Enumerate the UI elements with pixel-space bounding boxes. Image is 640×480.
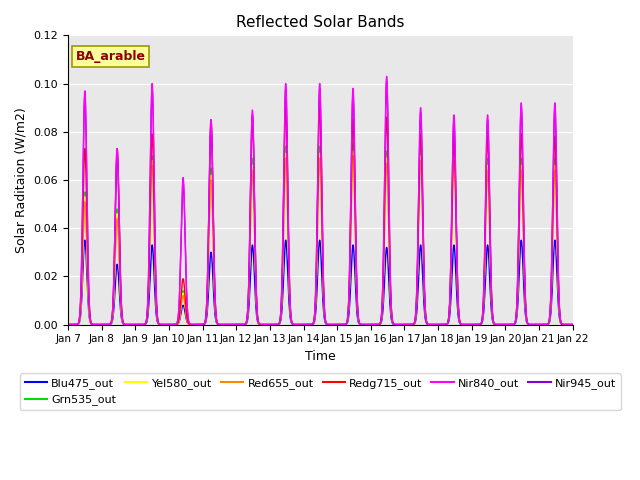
Red655_out	[349, 153, 357, 159]
Nir840_out	[542, 322, 550, 327]
Line: Nir945_out: Nir945_out	[68, 81, 573, 324]
Nir945_out	[67, 322, 74, 327]
Red655_out	[64, 322, 72, 327]
Blu475_out	[569, 322, 577, 327]
Blu475_out	[67, 322, 74, 327]
Blu475_out	[163, 322, 171, 327]
Redg715_out	[163, 322, 171, 327]
Nir945_out	[311, 309, 319, 315]
Redg715_out	[67, 322, 74, 327]
Yel580_out	[569, 322, 577, 327]
Yel580_out	[311, 313, 319, 319]
Redg715_out	[282, 105, 289, 110]
Red655_out	[163, 322, 171, 327]
Nir840_out	[163, 322, 171, 327]
Grn535_out	[85, 304, 93, 310]
Redg715_out	[569, 322, 577, 327]
Grn535_out	[163, 322, 171, 327]
Yel580_out	[163, 322, 171, 327]
Redg715_out	[85, 299, 93, 304]
Red655_out	[67, 322, 74, 327]
Yel580_out	[67, 322, 74, 327]
Red655_out	[311, 313, 319, 319]
Text: BA_arable: BA_arable	[76, 50, 145, 63]
Yel580_out	[64, 322, 72, 327]
Red655_out	[228, 322, 236, 327]
Red655_out	[542, 322, 550, 327]
Nir945_out	[163, 322, 171, 327]
Legend: Blu475_out, Grn535_out, Yel580_out, Red655_out, Redg715_out, Nir840_out, Nir945_: Blu475_out, Grn535_out, Yel580_out, Red6…	[20, 373, 621, 410]
Line: Red655_out: Red655_out	[68, 156, 573, 324]
Nir945_out	[228, 322, 236, 327]
Yel580_out	[85, 305, 93, 311]
Blu475_out	[85, 311, 93, 316]
Nir945_out	[383, 78, 390, 84]
Blu475_out	[311, 317, 319, 323]
Red655_out	[569, 322, 577, 327]
Line: Nir840_out: Nir840_out	[68, 76, 573, 324]
Yel580_out	[94, 322, 102, 327]
Redg715_out	[228, 322, 236, 327]
Nir840_out	[383, 73, 390, 79]
Blu475_out	[282, 237, 289, 243]
Nir840_out	[569, 322, 577, 327]
Y-axis label: Solar Raditaion (W/m2): Solar Raditaion (W/m2)	[15, 107, 28, 253]
Yel580_out	[542, 322, 550, 327]
Blu475_out	[94, 322, 102, 327]
Title: Reflected Solar Bands: Reflected Solar Bands	[236, 15, 404, 30]
Line: Grn535_out: Grn535_out	[68, 144, 573, 324]
Nir840_out	[311, 309, 319, 315]
Grn535_out	[94, 322, 102, 327]
Grn535_out	[569, 322, 577, 327]
Red655_out	[94, 322, 102, 327]
Nir945_out	[85, 292, 93, 298]
Nir945_out	[94, 322, 102, 327]
Grn535_out	[228, 322, 236, 327]
Redg715_out	[64, 322, 72, 327]
Line: Blu475_out: Blu475_out	[68, 240, 573, 324]
Redg715_out	[311, 310, 319, 315]
Nir840_out	[85, 291, 93, 297]
Grn535_out	[311, 312, 319, 318]
Red655_out	[85, 306, 93, 312]
Grn535_out	[64, 322, 72, 327]
Blu475_out	[542, 322, 550, 327]
Grn535_out	[349, 141, 357, 147]
Yel580_out	[228, 322, 236, 327]
Blu475_out	[64, 322, 72, 327]
Nir840_out	[228, 322, 236, 327]
X-axis label: Time: Time	[305, 350, 336, 363]
Line: Yel580_out: Yel580_out	[68, 151, 573, 324]
Redg715_out	[94, 322, 102, 327]
Nir945_out	[542, 322, 550, 327]
Nir840_out	[94, 322, 102, 327]
Nir945_out	[64, 322, 72, 327]
Nir840_out	[64, 322, 72, 327]
Nir840_out	[67, 322, 74, 327]
Nir945_out	[569, 322, 577, 327]
Grn535_out	[67, 322, 74, 327]
Grn535_out	[542, 322, 550, 327]
Line: Redg715_out: Redg715_out	[68, 108, 573, 324]
Yel580_out	[349, 148, 357, 154]
Blu475_out	[228, 322, 236, 327]
Redg715_out	[542, 322, 550, 327]
